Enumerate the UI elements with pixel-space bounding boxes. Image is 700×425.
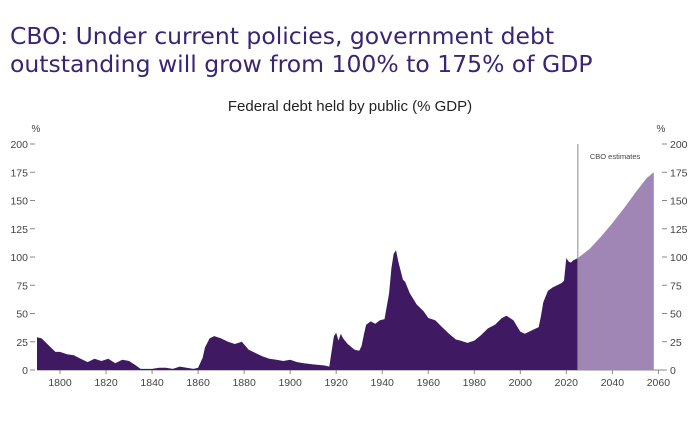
series-layer xyxy=(37,172,654,370)
y-tick-label-left: 100 xyxy=(10,252,28,264)
x-axis: 1800 1820 1840 1860 1880 1900 1920 1940 1960 1980… xyxy=(37,369,671,389)
y-tick-label-right: 25 xyxy=(670,337,682,349)
y-axis-left: 0 25 50 75 100 125 150 175 200 xyxy=(10,139,35,377)
y-tick-label-left: 75 xyxy=(16,280,28,292)
x-tick-label: 2020 xyxy=(555,377,579,389)
cbo-estimates-label: CBO estimates xyxy=(590,152,641,161)
y-tick-label-right: 175 xyxy=(670,167,688,179)
x-tick-label: 1840 xyxy=(140,377,164,389)
x-tick-label: 1980 xyxy=(463,377,487,389)
y-tick-label-right: 0 xyxy=(670,365,676,377)
y-unit-left: % xyxy=(32,124,41,135)
y-tick-label-right: 75 xyxy=(670,280,682,292)
x-tick-label: 1800 xyxy=(48,377,72,389)
x-tick-label: 1860 xyxy=(186,377,210,389)
y-unit-right: % xyxy=(657,124,666,135)
y-tick-label-right: 150 xyxy=(670,196,688,208)
headline: CBO: Under current policies, government … xyxy=(10,22,593,78)
chart-title: Federal debt held by public (% GDP) xyxy=(227,98,473,115)
y-axis-right: 0 25 50 75 100 125 150 175 200 xyxy=(662,139,688,377)
y-tick-label-left: 150 xyxy=(10,196,28,208)
x-tick-label: 2040 xyxy=(601,377,625,389)
y-tick-label-left: 175 xyxy=(10,167,28,179)
x-tick-label: 1940 xyxy=(371,377,395,389)
y-tick-label-right: 200 xyxy=(670,139,688,151)
x-tick-label: 1960 xyxy=(417,377,441,389)
y-tick-label-right: 125 xyxy=(670,224,688,236)
x-tick-label: 1820 xyxy=(94,377,118,389)
x-tick-label: 2000 xyxy=(509,377,533,389)
y-tick-label-left: 50 xyxy=(16,309,28,321)
historical-debt-area xyxy=(37,250,578,370)
x-tick-label: 2060 xyxy=(647,377,671,389)
x-tick-label: 1880 xyxy=(232,377,256,389)
y-tick-label-left: 200 xyxy=(10,139,28,151)
cbo-projection-area xyxy=(577,172,654,370)
y-tick-label-right: 50 xyxy=(670,309,682,321)
y-tick-label-left: 125 xyxy=(10,224,28,236)
y-tick-label-right: 100 xyxy=(670,252,688,264)
x-tick-label: 1920 xyxy=(325,377,349,389)
y-tick-label-left: 0 xyxy=(22,365,28,377)
y-tick-label-left: 25 xyxy=(16,337,28,349)
x-tick-label: 1900 xyxy=(278,377,302,389)
